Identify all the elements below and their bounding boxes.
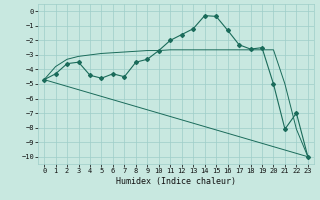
X-axis label: Humidex (Indice chaleur): Humidex (Indice chaleur)	[116, 177, 236, 186]
